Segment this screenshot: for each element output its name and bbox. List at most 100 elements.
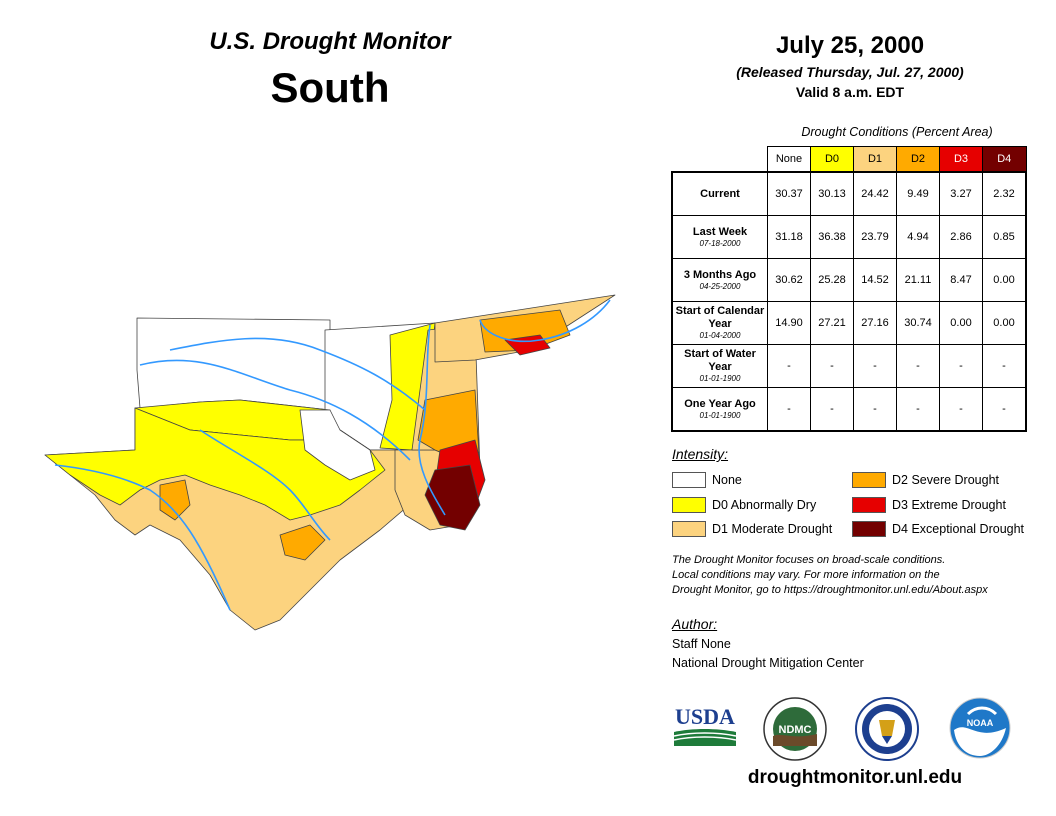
legend-item-d0: D0 Abnormally Dry (672, 497, 816, 513)
table-cell: 23.79 (853, 215, 897, 259)
table-cell: 9.49 (896, 171, 940, 216)
legend-swatch (672, 497, 706, 513)
table-cell: 4.94 (896, 215, 940, 259)
table-cell: - (939, 387, 983, 432)
legend-label: D0 Abnormally Dry (712, 498, 817, 512)
row-date: 01-01-1900 (699, 374, 741, 383)
table-cell: - (853, 344, 897, 388)
mississippi-d4-area (424, 464, 481, 531)
table-row: Start of Water Year 01-01-1900 - - - - - … (671, 344, 1027, 388)
noaa-logo-text: NOAA (967, 718, 994, 728)
col-header-d3: D3 (939, 146, 983, 173)
legend-label: D1 Moderate Drought (712, 522, 833, 536)
row-date: 04-25-2000 (699, 281, 741, 291)
table-cell: 30.13 (810, 171, 854, 216)
site-url[interactable]: droughtmonitor.unl.edu (747, 767, 963, 788)
table-cell: - (810, 387, 854, 432)
legend-swatch (672, 521, 706, 537)
ndmc-logo-text: NDMC (779, 724, 812, 736)
brazos-river (199, 429, 331, 541)
row-label: 3 Months Ago (683, 268, 757, 281)
table-cell: - (939, 344, 983, 388)
ndmc-logo: NDMC (763, 697, 827, 761)
row-date: 01-01-1900 (699, 410, 741, 420)
table-row: One Year Ago 01-01-1900 - - - - - - (671, 387, 1027, 432)
note-line: The Drought Monitor focuses on broad-sca… (672, 554, 946, 566)
row-date: 07-18-2000 (699, 238, 741, 248)
author-org: National Drought Mitigation Center (672, 656, 864, 670)
table-row: Current 30.37 30.13 24.42 9.49 3.27 2.32 (671, 171, 1027, 216)
table-cell: 27.16 (853, 301, 897, 345)
table-row: Last Week 07-18-2000 31.18 36.38 23.79 4.… (671, 215, 1027, 259)
arkansas-river (169, 337, 426, 411)
legend-label: None (712, 473, 742, 487)
texas-none-area (299, 409, 376, 481)
col-header-d4: D4 (982, 146, 1027, 173)
table-cell: 31.18 (767, 215, 811, 259)
table-cell: 0.00 (982, 301, 1027, 345)
table-cell: 2.32 (982, 171, 1027, 216)
drought-stats-table: None D0 D1 D2 D3 D4 Current 30.37 30.13 … (671, 146, 1027, 432)
usda-logo: USDA (673, 704, 737, 746)
table-cell: 30.74 (896, 301, 940, 345)
oklahoma-region (136, 317, 331, 411)
drought-map (44, 294, 616, 631)
table-cell: - (853, 387, 897, 432)
note-line: Local conditions may vary. For more info… (672, 569, 940, 581)
legend-item-d4: D4 Exceptional Drought (852, 521, 1024, 537)
legend-item-none: None (672, 472, 742, 488)
author-title: Author: (672, 616, 718, 632)
table-cell: - (767, 344, 811, 388)
table-cell: 30.37 (767, 171, 811, 216)
mississippi-river (418, 324, 446, 516)
col-header-d1: D1 (853, 146, 897, 173)
legend-item-d1: D1 Moderate Drought (672, 521, 832, 537)
legend-swatch (852, 472, 886, 488)
tennessee-d2-area (479, 309, 571, 353)
map-title: U.S. Drought Monitor (209, 28, 451, 55)
table-cell: 2.86 (939, 215, 983, 259)
table-cell: 30.62 (767, 258, 811, 302)
region-title: South (270, 64, 390, 111)
legend-label: D2 Severe Drought (892, 473, 1000, 487)
row-label: Last Week (692, 225, 748, 238)
table-cell: - (767, 387, 811, 432)
row-label: Start of Water Year (684, 348, 756, 373)
texas-d2-east (279, 524, 326, 561)
table-cell: - (982, 344, 1027, 388)
table-cell: 14.90 (767, 301, 811, 345)
author-name: Staff None (672, 637, 731, 651)
disclaimer-note: The Drought Monitor focuses on broad-sca… (672, 553, 1042, 598)
col-header-none: None (767, 146, 811, 173)
red-river (139, 359, 411, 461)
table-row: 3 Months Ago 04-25-2000 30.62 25.28 14.52… (671, 258, 1027, 302)
date-block: July 25, 2000 (Released Thursday, Jul. 2… (690, 32, 1010, 100)
valid-time: Valid 8 a.m. EDT (795, 84, 905, 100)
table-cell: 0.00 (939, 301, 983, 345)
legend-swatch (852, 497, 886, 513)
rio-grande (54, 464, 231, 611)
table-cell: 0.85 (982, 215, 1027, 259)
table-caption: Drought Conditions (Percent Area) (801, 125, 993, 139)
table-cell: 21.11 (896, 258, 940, 302)
table-cell: 8.47 (939, 258, 983, 302)
legend-label: D3 Extreme Drought (892, 498, 1006, 512)
legend-title: Intensity: (672, 446, 729, 462)
map-date: July 25, 2000 (775, 32, 925, 59)
legend-label: D4 Exceptional Drought (892, 522, 1025, 536)
row-label: One Year Ago (684, 397, 756, 410)
table-cell: 3.27 (939, 171, 983, 216)
legend-swatch (672, 472, 706, 488)
legend-item-d2: D2 Severe Drought (852, 472, 999, 488)
texas-d2-west (159, 479, 191, 521)
col-header-d2: D2 (896, 146, 940, 173)
noaa-logo: NOAA (949, 697, 1011, 759)
col-header-d0: D0 (810, 146, 854, 173)
table-cell: 27.21 (810, 301, 854, 345)
row-date: 01-04-2000 (699, 331, 741, 340)
table-row: Start of Calendar Year 01-04-2000 14.90 2… (671, 301, 1027, 345)
table-cell: 24.42 (853, 171, 897, 216)
legend-item-d3: D3 Extreme Drought (852, 497, 1006, 513)
row-label: Current (700, 187, 740, 200)
release-date: (Released Thursday, Jul. 27, 2000) (736, 64, 964, 80)
